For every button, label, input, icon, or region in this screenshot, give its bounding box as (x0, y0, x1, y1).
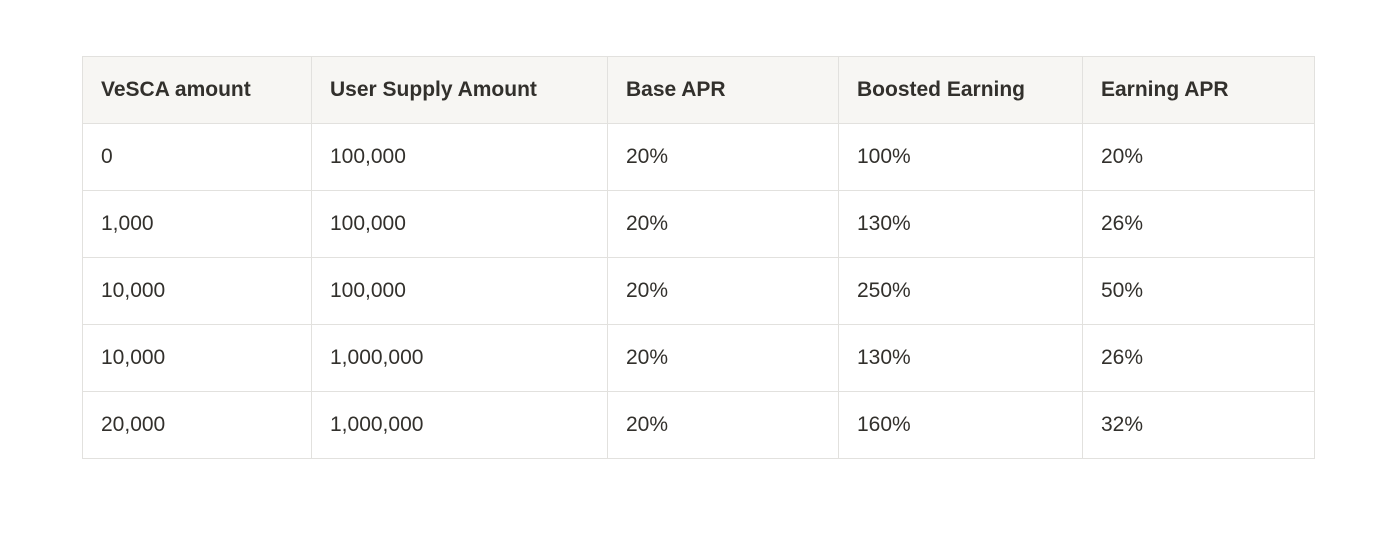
table-cell: 1,000,000 (311, 324, 608, 392)
table-row: 20,000 1,000,000 20% 160% 32% (82, 391, 1315, 459)
table-row: 10,000 100,000 20% 250% 50% (82, 257, 1315, 325)
table-cell: 10,000 (82, 324, 312, 392)
table-cell: 32% (1082, 391, 1315, 459)
table-cell: 20% (1082, 123, 1315, 191)
table-cell: 10,000 (82, 257, 312, 325)
table-cell: 100,000 (311, 123, 608, 191)
table-cell: 100% (838, 123, 1083, 191)
table-cell: 1,000 (82, 190, 312, 258)
column-header-user-supply-amount: User Supply Amount (311, 56, 608, 124)
table-cell: 20% (607, 123, 839, 191)
table-cell: 130% (838, 190, 1083, 258)
table-cell: 26% (1082, 190, 1315, 258)
header-row: VeSCA amount User Supply Amount Base APR… (82, 56, 1315, 124)
table-row: 1,000 100,000 20% 130% 26% (82, 190, 1315, 258)
column-header-boosted-earning: Boosted Earning (838, 56, 1083, 124)
table-row: 0 100,000 20% 100% 20% (82, 123, 1315, 191)
table-cell: 20% (607, 391, 839, 459)
table-cell: 20% (607, 324, 839, 392)
table-cell: 130% (838, 324, 1083, 392)
table-cell: 100,000 (311, 190, 608, 258)
table-cell: 100,000 (311, 257, 608, 325)
table-cell: 0 (82, 123, 312, 191)
table-cell: 26% (1082, 324, 1315, 392)
table-cell: 160% (838, 391, 1083, 459)
column-header-earning-apr: Earning APR (1082, 56, 1315, 124)
table-cell: 20% (607, 257, 839, 325)
apr-table: VeSCA amount User Supply Amount Base APR… (82, 56, 1315, 459)
apr-table-container: VeSCA amount User Supply Amount Base APR… (82, 56, 1315, 459)
table-row: 10,000 1,000,000 20% 130% 26% (82, 324, 1315, 392)
table-cell: 50% (1082, 257, 1315, 325)
table-cell: 20% (607, 190, 839, 258)
column-header-vesca-amount: VeSCA amount (82, 56, 312, 124)
table-cell: 250% (838, 257, 1083, 325)
table-cell: 20,000 (82, 391, 312, 459)
column-header-base-apr: Base APR (607, 56, 839, 124)
table-cell: 1,000,000 (311, 391, 608, 459)
